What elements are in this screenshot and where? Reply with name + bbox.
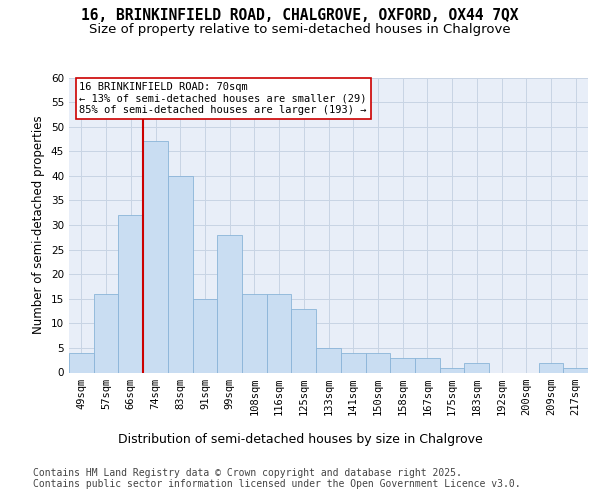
Bar [341,353,365,372]
Bar [143,142,168,372]
Bar [193,298,217,372]
Bar [365,353,390,372]
Text: 16 BRINKINFIELD ROAD: 70sqm
← 13% of semi-detached houses are smaller (29)
85% o: 16 BRINKINFIELD ROAD: 70sqm ← 13% of sem… [79,82,367,115]
Text: 16, BRINKINFIELD ROAD, CHALGROVE, OXFORD, OX44 7QX: 16, BRINKINFIELD ROAD, CHALGROVE, OXFORD… [81,8,519,22]
Bar [464,362,489,372]
Bar [292,308,316,372]
Bar [440,368,464,372]
Bar [69,353,94,372]
Bar [390,358,415,372]
Bar [242,294,267,372]
Bar [415,358,440,372]
Bar [94,294,118,372]
Bar [267,294,292,372]
Y-axis label: Number of semi-detached properties: Number of semi-detached properties [32,116,46,334]
Bar [118,215,143,372]
Bar [539,362,563,372]
Text: Contains HM Land Registry data © Crown copyright and database right 2025.
Contai: Contains HM Land Registry data © Crown c… [33,468,521,489]
Bar [217,235,242,372]
Text: Distribution of semi-detached houses by size in Chalgrove: Distribution of semi-detached houses by … [118,432,482,446]
Bar [316,348,341,372]
Bar [168,176,193,372]
Text: Size of property relative to semi-detached houses in Chalgrove: Size of property relative to semi-detach… [89,24,511,36]
Bar [563,368,588,372]
